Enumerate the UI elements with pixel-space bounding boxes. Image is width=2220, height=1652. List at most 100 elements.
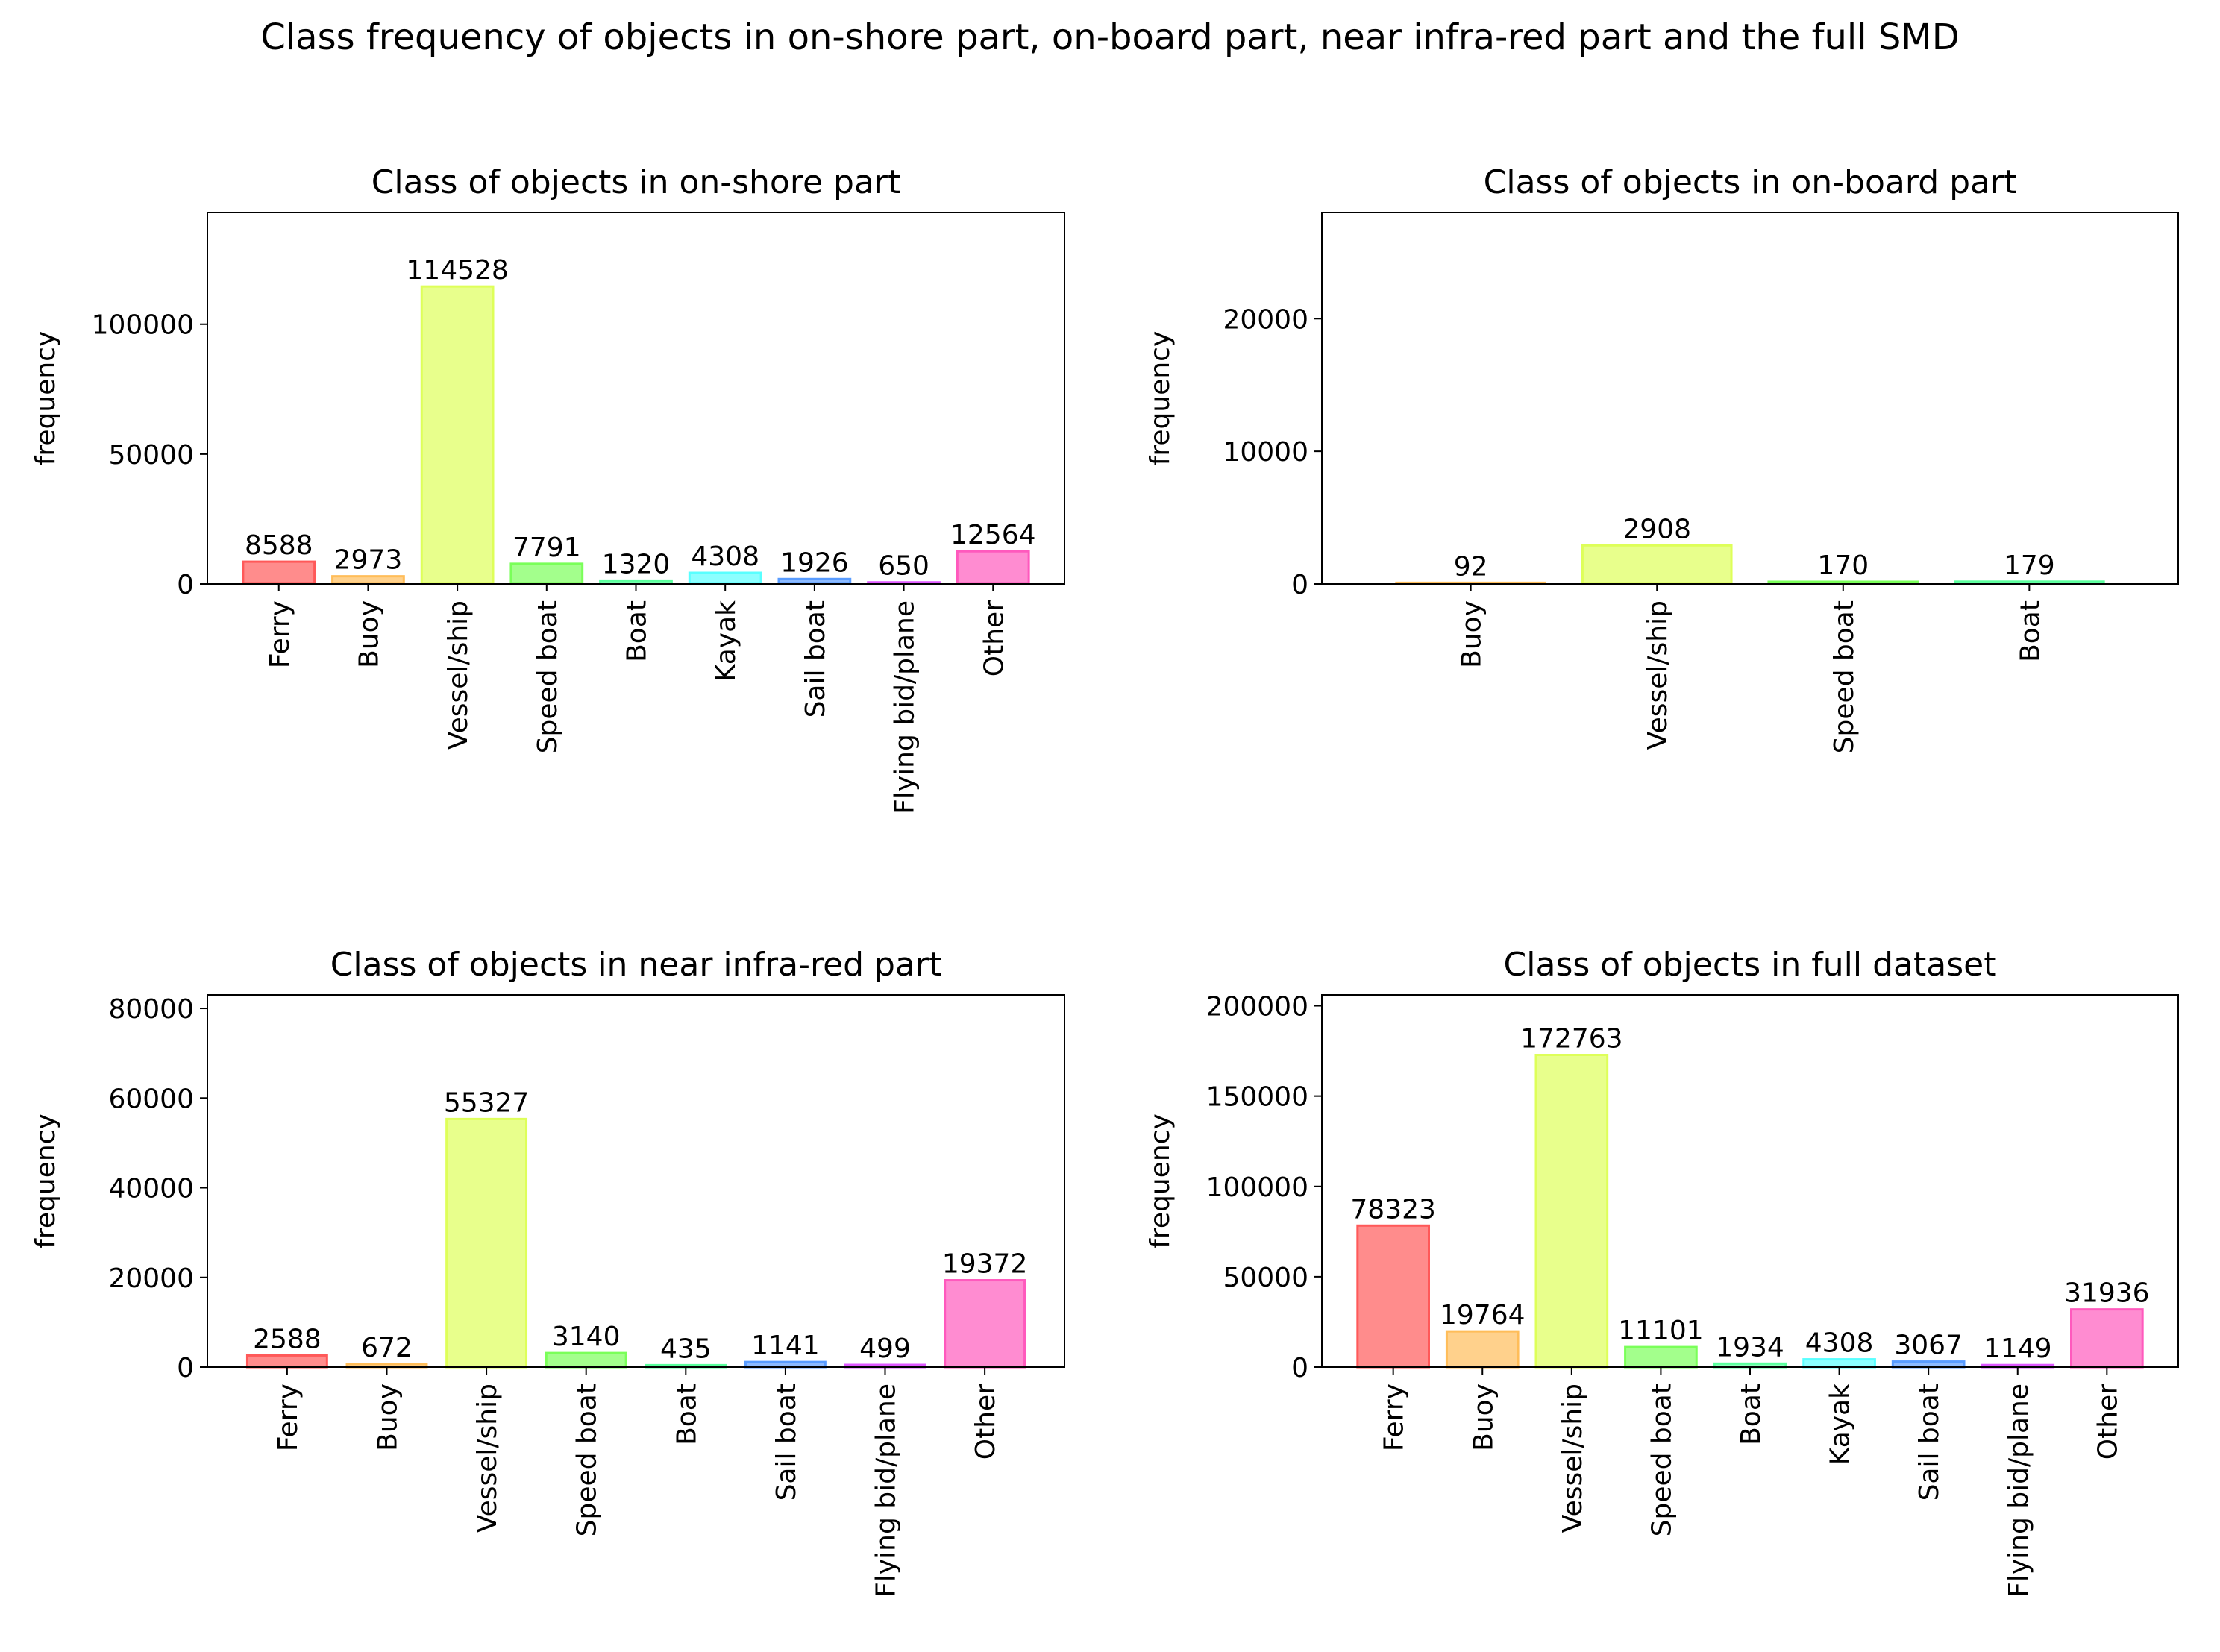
- x-tick-label: Vessel/ship: [472, 1384, 503, 1533]
- x-tick-label: Boat: [622, 600, 653, 662]
- bar-value-label: 650: [878, 551, 929, 582]
- x-tick-label: Buoy: [1457, 600, 1487, 668]
- x-tick-label: Boat: [2015, 600, 2045, 662]
- bar: [445, 1117, 528, 1369]
- bar: [245, 1354, 328, 1369]
- plot-frame: [207, 212, 1065, 585]
- bar-value-label: 55327: [444, 1087, 530, 1118]
- y-tick-label: 50000: [108, 440, 194, 471]
- x-tick-label: Sail boat: [1914, 1384, 1945, 1501]
- figure-title: Class frequency of objects in on-shore p…: [260, 16, 1960, 58]
- x-tick-label: Flying bid/plane: [890, 600, 921, 814]
- bar-value-label: 170: [1817, 550, 1869, 581]
- x-tick-label: Ferry: [1379, 1384, 1410, 1451]
- y-tick-label: 40000: [108, 1174, 194, 1205]
- x-tick-label: Ferry: [265, 600, 295, 668]
- chart-title: Class of objects in near infra-red part: [330, 946, 942, 984]
- x-tick-label: Buoy: [1468, 1384, 1499, 1451]
- bar-value-label: 114528: [406, 255, 508, 286]
- y-axis-label: frequency: [31, 331, 61, 466]
- bar-value-label: 78323: [1350, 1194, 1436, 1225]
- bar-value-label: 19372: [942, 1249, 1028, 1280]
- bar-value-label: 172763: [1520, 1024, 1622, 1055]
- bar-value-label: 4308: [691, 541, 759, 572]
- bar-value-label: 1149: [1984, 1334, 2052, 1364]
- y-tick-label: 20000: [1223, 304, 1308, 335]
- bar-value-label: 31936: [2064, 1278, 2150, 1309]
- chart-title: Class of objects in on-shore part: [371, 163, 901, 201]
- x-tick-label: Speed boat: [1646, 1384, 1677, 1536]
- bar-value-label: 92: [1454, 551, 1488, 582]
- x-tick-label: Kayak: [711, 600, 741, 682]
- bar: [1624, 1345, 1698, 1369]
- x-tick-label: Ferry: [273, 1384, 304, 1451]
- bar-value-label: 499: [859, 1334, 911, 1364]
- bar-value-label: 2973: [334, 545, 403, 576]
- x-tick-label: Vessel/ship: [1643, 600, 1673, 750]
- y-axis-label: frequency: [1145, 1114, 1176, 1249]
- x-tick-label: Other: [979, 600, 1009, 676]
- bar: [331, 575, 405, 585]
- bar-value-label: 3140: [552, 1322, 621, 1352]
- chart-panel-2: Class of objects in on-board part frequen…: [1145, 163, 2179, 753]
- y-tick-label: 0: [177, 570, 194, 600]
- y-tick-label: 60000: [108, 1084, 194, 1114]
- x-tick-label: Other: [971, 1384, 1001, 1460]
- bar-value-label: 7791: [512, 533, 581, 563]
- bar-value-label: 1934: [1716, 1332, 1784, 1363]
- x-tick-label: Other: [2092, 1384, 2123, 1460]
- bar: [956, 550, 1030, 585]
- bar: [420, 285, 495, 585]
- y-tick-label: 0: [1291, 570, 1308, 600]
- bar-value-label: 179: [2004, 550, 2055, 581]
- bar: [1581, 544, 1733, 585]
- x-tick-label: Sail boat: [800, 600, 831, 717]
- bar: [509, 562, 584, 585]
- y-tick-label: 200000: [1206, 992, 1308, 1023]
- bar-value-label: 672: [361, 1333, 413, 1363]
- plot-frame: [1321, 212, 2179, 585]
- bar-value-label: 8588: [245, 530, 313, 561]
- x-tick-label: Vessel/ship: [1558, 1384, 1588, 1533]
- chart-title: Class of objects in full dataset: [1504, 946, 1997, 984]
- x-tick-label: Boat: [1736, 1384, 1766, 1445]
- bar: [944, 1279, 1026, 1369]
- bar: [545, 1351, 627, 1369]
- bar: [1445, 1330, 1520, 1369]
- bar-value-label: 1141: [751, 1331, 820, 1361]
- x-tick-label: Sail boat: [771, 1384, 802, 1501]
- x-tick-label: Buoy: [372, 1384, 403, 1451]
- chart-title: Class of objects in on-board part: [1484, 163, 2017, 201]
- bar-value-label: 3067: [1894, 1331, 1963, 1361]
- y-axis-label: frequency: [31, 1114, 61, 1249]
- y-tick-label: 100000: [1206, 1172, 1308, 1203]
- bar: [2070, 1308, 2144, 1369]
- x-tick-label: Speed boat: [533, 600, 563, 753]
- y-tick-label: 0: [1291, 1353, 1308, 1384]
- plot-frame: [207, 994, 1065, 1368]
- y-tick-label: 50000: [1223, 1263, 1308, 1293]
- bar-value-label: 1926: [780, 547, 849, 578]
- x-tick-label: Boat: [671, 1384, 702, 1445]
- chart-panel-1: Class of objects in on-shore part frequen…: [31, 163, 1065, 814]
- x-tick-label: Flying bid/plane: [2004, 1384, 2034, 1598]
- y-tick-label: 20000: [108, 1263, 194, 1294]
- bar-value-label: 2908: [1622, 514, 1691, 544]
- bar: [688, 571, 762, 585]
- chart-panel-4: Class of objects in full dataset frequenc…: [1145, 946, 2179, 1598]
- bar: [1534, 1054, 1609, 1369]
- bar: [1891, 1360, 1966, 1369]
- chart-panel-3: Class of objects in near infra-red part f…: [31, 946, 1065, 1598]
- y-tick-label: 0: [177, 1353, 194, 1384]
- x-tick-label: Kayak: [1825, 1384, 1856, 1465]
- bar: [1802, 1358, 1876, 1369]
- x-tick-label: Speed boat: [1829, 600, 1860, 753]
- bar-value-label: 12564: [950, 520, 1036, 550]
- bar-value-label: 19764: [1440, 1300, 1526, 1331]
- y-axis-label: frequency: [1145, 331, 1176, 466]
- bar-value-label: 1320: [602, 549, 671, 580]
- y-tick-label: 150000: [1206, 1082, 1308, 1113]
- bar: [242, 560, 316, 585]
- bar-value-label: 2588: [253, 1324, 322, 1354]
